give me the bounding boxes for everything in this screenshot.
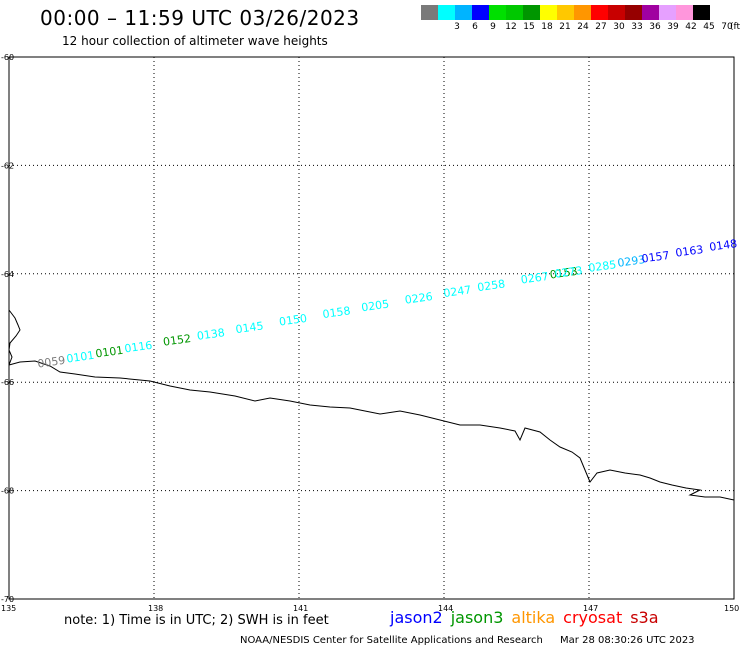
legend-swatch — [557, 5, 574, 20]
legend-label: 33 — [631, 22, 643, 32]
legend-label: 30 — [613, 22, 625, 32]
track-observation-label: 0152 — [162, 332, 192, 349]
track-observation-label: 0153 — [549, 265, 579, 282]
legend-swatch — [625, 5, 642, 20]
legend-swatch — [659, 5, 676, 20]
legend-swatch — [438, 5, 455, 20]
longitude-tick-labels: 135 138 141 144 147 150 — [1, 604, 739, 613]
satellite-name: jason3 — [450, 608, 504, 627]
legend-swatch — [574, 5, 591, 20]
legend-swatch — [472, 5, 489, 20]
legend-swatch — [455, 5, 472, 20]
track-observation-label: 0148 — [708, 237, 738, 254]
legend-label: 42 — [685, 22, 697, 32]
legend-label: 18 — [541, 22, 553, 32]
legend-label: 21 — [559, 22, 571, 32]
legend-label: 3 — [454, 22, 460, 32]
antarctic-coastline — [8, 309, 735, 501]
legend-label: 12 — [505, 22, 517, 32]
track-observation-label: 0116 — [124, 339, 154, 356]
track-observation-label: 0273 — [554, 264, 584, 281]
track-observation-label: 0158 — [322, 304, 352, 321]
track-observation-label: 0150 — [278, 312, 308, 329]
lon-tick-label: 138 — [148, 604, 163, 613]
legend-swatch — [506, 5, 523, 20]
track-observation-label: 0138 — [196, 326, 226, 343]
legend-swatch — [523, 5, 540, 20]
legend-label: 27 — [595, 22, 607, 32]
footer-timestamp: Mar 28 08:30:26 UTC 2023 — [560, 635, 695, 646]
page-subtitle: 12 hour collection of altimeter wave hei… — [62, 34, 328, 48]
legend-label: 9 — [490, 22, 496, 32]
satellite-track: 0059 0101 0101 0116 0152 0138 0145 0150 0158 0205… — [37, 237, 738, 370]
legend-swatch — [642, 5, 659, 20]
legend-swatch — [540, 5, 557, 20]
lon-tick-label: 147 — [583, 604, 598, 613]
track-observation-label: 0267 — [520, 270, 550, 287]
page-title: 00:00 – 11:59 UTC 03/26/2023 — [40, 6, 360, 30]
latitude-tick-labels: -60 -62 -64 -66 -68 -70 — [1, 53, 14, 604]
footer-credit: NOAA/NESDIS Center for Satellite Applica… — [240, 635, 543, 646]
legend-label: 70 — [721, 22, 733, 32]
track-observation-label: 0101 — [66, 349, 96, 366]
lat-tick-label: -62 — [1, 161, 14, 170]
satellite-legend: jason2 jason3 altika cryosat s3a — [390, 608, 667, 627]
legend-label: 24 — [577, 22, 589, 32]
legend-label: 15 — [523, 22, 535, 32]
lat-tick-label: -68 — [1, 487, 14, 496]
track-observation-label: 0059 — [37, 354, 67, 371]
track-observation-label: 0157 — [641, 249, 671, 266]
lon-tick-label: 141 — [293, 604, 308, 613]
track-observation-label: 0293 — [617, 253, 647, 270]
satellite-name: jason2 — [390, 608, 443, 627]
satellite-name: cryosat — [563, 608, 623, 627]
legend-label: 36 — [649, 22, 661, 32]
legend-swatch — [693, 5, 710, 20]
footer: NOAA/NESDIS Center for Satellite Applica… — [240, 635, 695, 646]
track-observation-label: 0285 — [588, 258, 618, 275]
legend-swatch — [489, 5, 506, 20]
lat-tick-label: -64 — [1, 270, 14, 279]
legend-swatch — [676, 5, 693, 20]
legend-swatches — [421, 5, 727, 20]
legend-label: 39 — [667, 22, 679, 32]
legend-swatch — [608, 5, 625, 20]
track-observation-label: 0205 — [360, 298, 390, 315]
lon-tick-label: 150 — [724, 604, 739, 613]
lon-tick-label: 144 — [438, 604, 453, 613]
track-observation-label: 0101 — [95, 344, 125, 361]
lon-tick-label: 135 — [1, 604, 16, 613]
track-observation-label: 0226 — [404, 290, 434, 307]
lat-tick-label: -60 — [1, 53, 14, 62]
legend-unit: (ft) — [730, 22, 740, 32]
lat-tick-label: -66 — [1, 378, 14, 387]
map-grid — [9, 57, 734, 599]
legend-label: 45 — [703, 22, 715, 32]
track-observation-label: 0258 — [476, 277, 506, 294]
track-observation-label: 0163 — [675, 243, 705, 260]
legend-label: 6 — [472, 22, 478, 32]
lat-tick-label: -70 — [1, 595, 14, 604]
notes-text: note: 1) Time is in UTC; 2) SWH is in fe… — [64, 613, 329, 628]
map-frame — [8, 56, 735, 600]
legend-swatch — [591, 5, 608, 20]
track-observation-label: 0145 — [235, 319, 265, 336]
track-observation-label: 0247 — [443, 283, 473, 300]
legend-swatch — [421, 5, 438, 20]
satellite-name: s3a — [630, 608, 659, 627]
satellite-name: altika — [511, 608, 556, 627]
